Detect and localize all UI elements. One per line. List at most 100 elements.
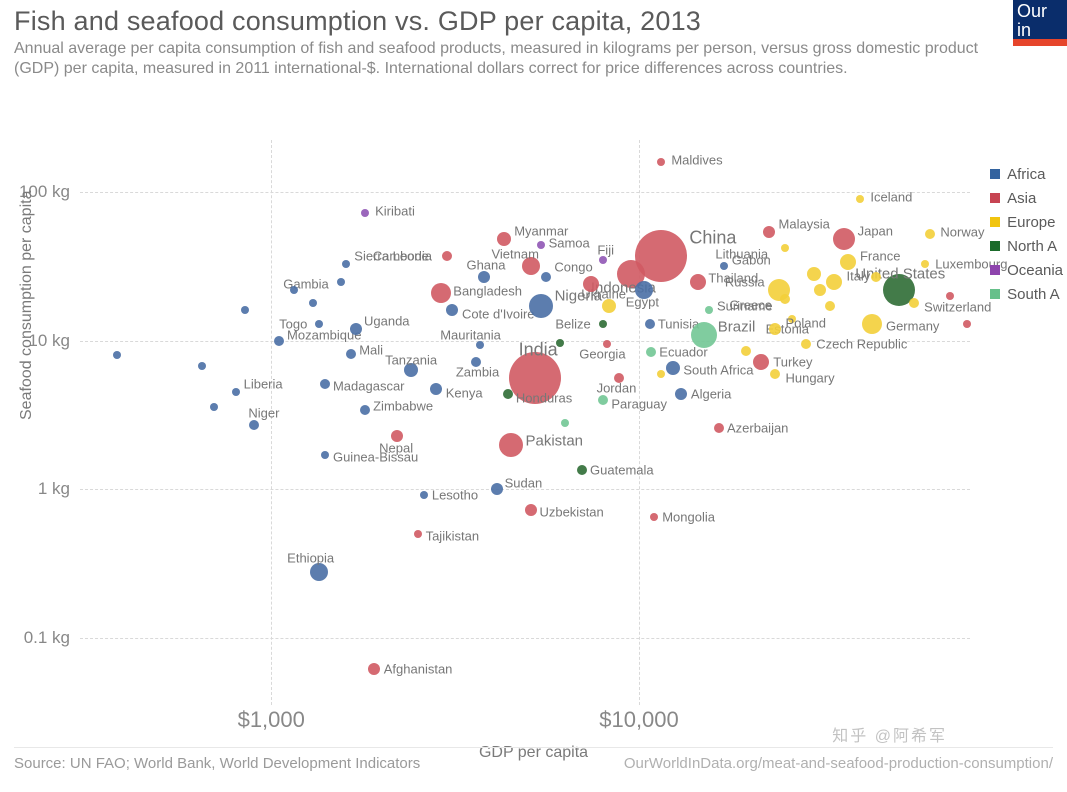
data-point[interactable]: [781, 244, 789, 252]
data-point[interactable]: [529, 294, 553, 318]
data-point[interactable]: [309, 299, 317, 307]
data-point[interactable]: [361, 209, 369, 217]
data-point[interactable]: [198, 362, 206, 370]
legend-item[interactable]: Europe: [990, 210, 1063, 234]
data-point[interactable]: [741, 346, 751, 356]
data-point[interactable]: [561, 419, 569, 427]
data-point-label: Myanmar: [514, 224, 568, 239]
data-point[interactable]: [583, 276, 599, 292]
data-point[interactable]: [614, 373, 624, 383]
data-point[interactable]: [556, 339, 564, 347]
data-point[interactable]: [690, 274, 706, 290]
data-point[interactable]: [862, 314, 882, 334]
data-point[interactable]: [509, 352, 561, 404]
data-point[interactable]: [925, 229, 935, 239]
data-point[interactable]: [497, 232, 511, 246]
data-point[interactable]: [337, 278, 345, 286]
data-point[interactable]: [310, 563, 328, 581]
data-point[interactable]: [503, 389, 513, 399]
data-point[interactable]: [788, 315, 796, 323]
data-point[interactable]: [346, 349, 356, 359]
data-point[interactable]: [714, 423, 724, 433]
data-point[interactable]: [646, 347, 656, 357]
data-point[interactable]: [635, 281, 653, 299]
data-point[interactable]: [499, 433, 523, 457]
data-point[interactable]: [414, 530, 422, 538]
data-point-label: Kiribati: [375, 204, 415, 219]
data-point[interactable]: [657, 370, 665, 378]
data-point[interactable]: [825, 301, 835, 311]
data-point[interactable]: [577, 465, 587, 475]
data-point[interactable]: [602, 299, 616, 313]
data-point[interactable]: [446, 304, 458, 316]
legend-item[interactable]: Asia: [990, 186, 1063, 210]
legend-swatch: [990, 241, 1000, 251]
data-point[interactable]: [430, 383, 442, 395]
data-point[interactable]: [603, 340, 611, 348]
data-point[interactable]: [368, 663, 380, 675]
data-point[interactable]: [871, 272, 881, 282]
data-point[interactable]: [321, 451, 329, 459]
data-point[interactable]: [232, 388, 240, 396]
data-point[interactable]: [833, 228, 855, 250]
data-point[interactable]: [522, 257, 540, 275]
data-point[interactable]: [705, 306, 713, 314]
data-point[interactable]: [763, 226, 775, 238]
data-point[interactable]: [826, 274, 842, 290]
data-point[interactable]: [780, 294, 790, 304]
data-point[interactable]: [471, 357, 481, 367]
data-point[interactable]: [525, 504, 537, 516]
data-point[interactable]: [541, 272, 551, 282]
data-point[interactable]: [491, 483, 503, 495]
data-point[interactable]: [420, 491, 428, 499]
data-point[interactable]: [241, 306, 249, 314]
data-point[interactable]: [657, 158, 665, 166]
data-point[interactable]: [921, 260, 929, 268]
data-point[interactable]: [963, 320, 971, 328]
data-point[interactable]: [769, 323, 781, 335]
data-point-label: Italy: [846, 268, 870, 283]
data-point[interactable]: [478, 271, 490, 283]
data-point[interactable]: [856, 195, 864, 203]
data-point[interactable]: [537, 241, 545, 249]
data-point[interactable]: [210, 403, 218, 411]
data-point[interactable]: [391, 430, 403, 442]
data-point[interactable]: [404, 363, 418, 377]
data-point[interactable]: [476, 341, 484, 349]
data-point[interactable]: [342, 260, 350, 268]
data-point[interactable]: [431, 283, 451, 303]
data-point[interactable]: [720, 262, 728, 270]
data-point[interactable]: [840, 254, 856, 270]
legend-label: Europe: [1007, 214, 1055, 231]
legend-item[interactable]: North A: [990, 234, 1063, 258]
data-point[interactable]: [946, 292, 954, 300]
legend-item[interactable]: Oceania: [990, 258, 1063, 282]
data-point[interactable]: [442, 251, 452, 261]
legend-item[interactable]: Africa: [990, 162, 1063, 186]
data-point[interactable]: [290, 286, 298, 294]
data-point[interactable]: [249, 420, 259, 430]
data-point[interactable]: [675, 388, 687, 400]
data-point[interactable]: [599, 320, 607, 328]
data-point[interactable]: [666, 361, 680, 375]
data-point[interactable]: [113, 351, 121, 359]
data-point[interactable]: [801, 339, 811, 349]
data-point[interactable]: [315, 320, 323, 328]
data-point[interactable]: [598, 395, 608, 405]
data-point[interactable]: [645, 319, 655, 329]
data-point[interactable]: [599, 256, 607, 264]
data-point[interactable]: [350, 323, 362, 335]
data-point[interactable]: [274, 336, 284, 346]
data-point[interactable]: [691, 322, 717, 348]
data-point[interactable]: [650, 513, 658, 521]
data-point[interactable]: [320, 379, 330, 389]
data-point-label: Brazil: [718, 318, 756, 335]
data-point[interactable]: [770, 369, 780, 379]
data-point[interactable]: [909, 298, 919, 308]
data-point[interactable]: [753, 354, 769, 370]
scatter-plot: 0.1 kg1 kg10 kg100 kg$1,000$10,000Maldiv…: [80, 140, 970, 705]
legend-item[interactable]: South A: [990, 282, 1063, 306]
data-point[interactable]: [360, 405, 370, 415]
data-point[interactable]: [807, 267, 821, 281]
data-point[interactable]: [814, 284, 826, 296]
